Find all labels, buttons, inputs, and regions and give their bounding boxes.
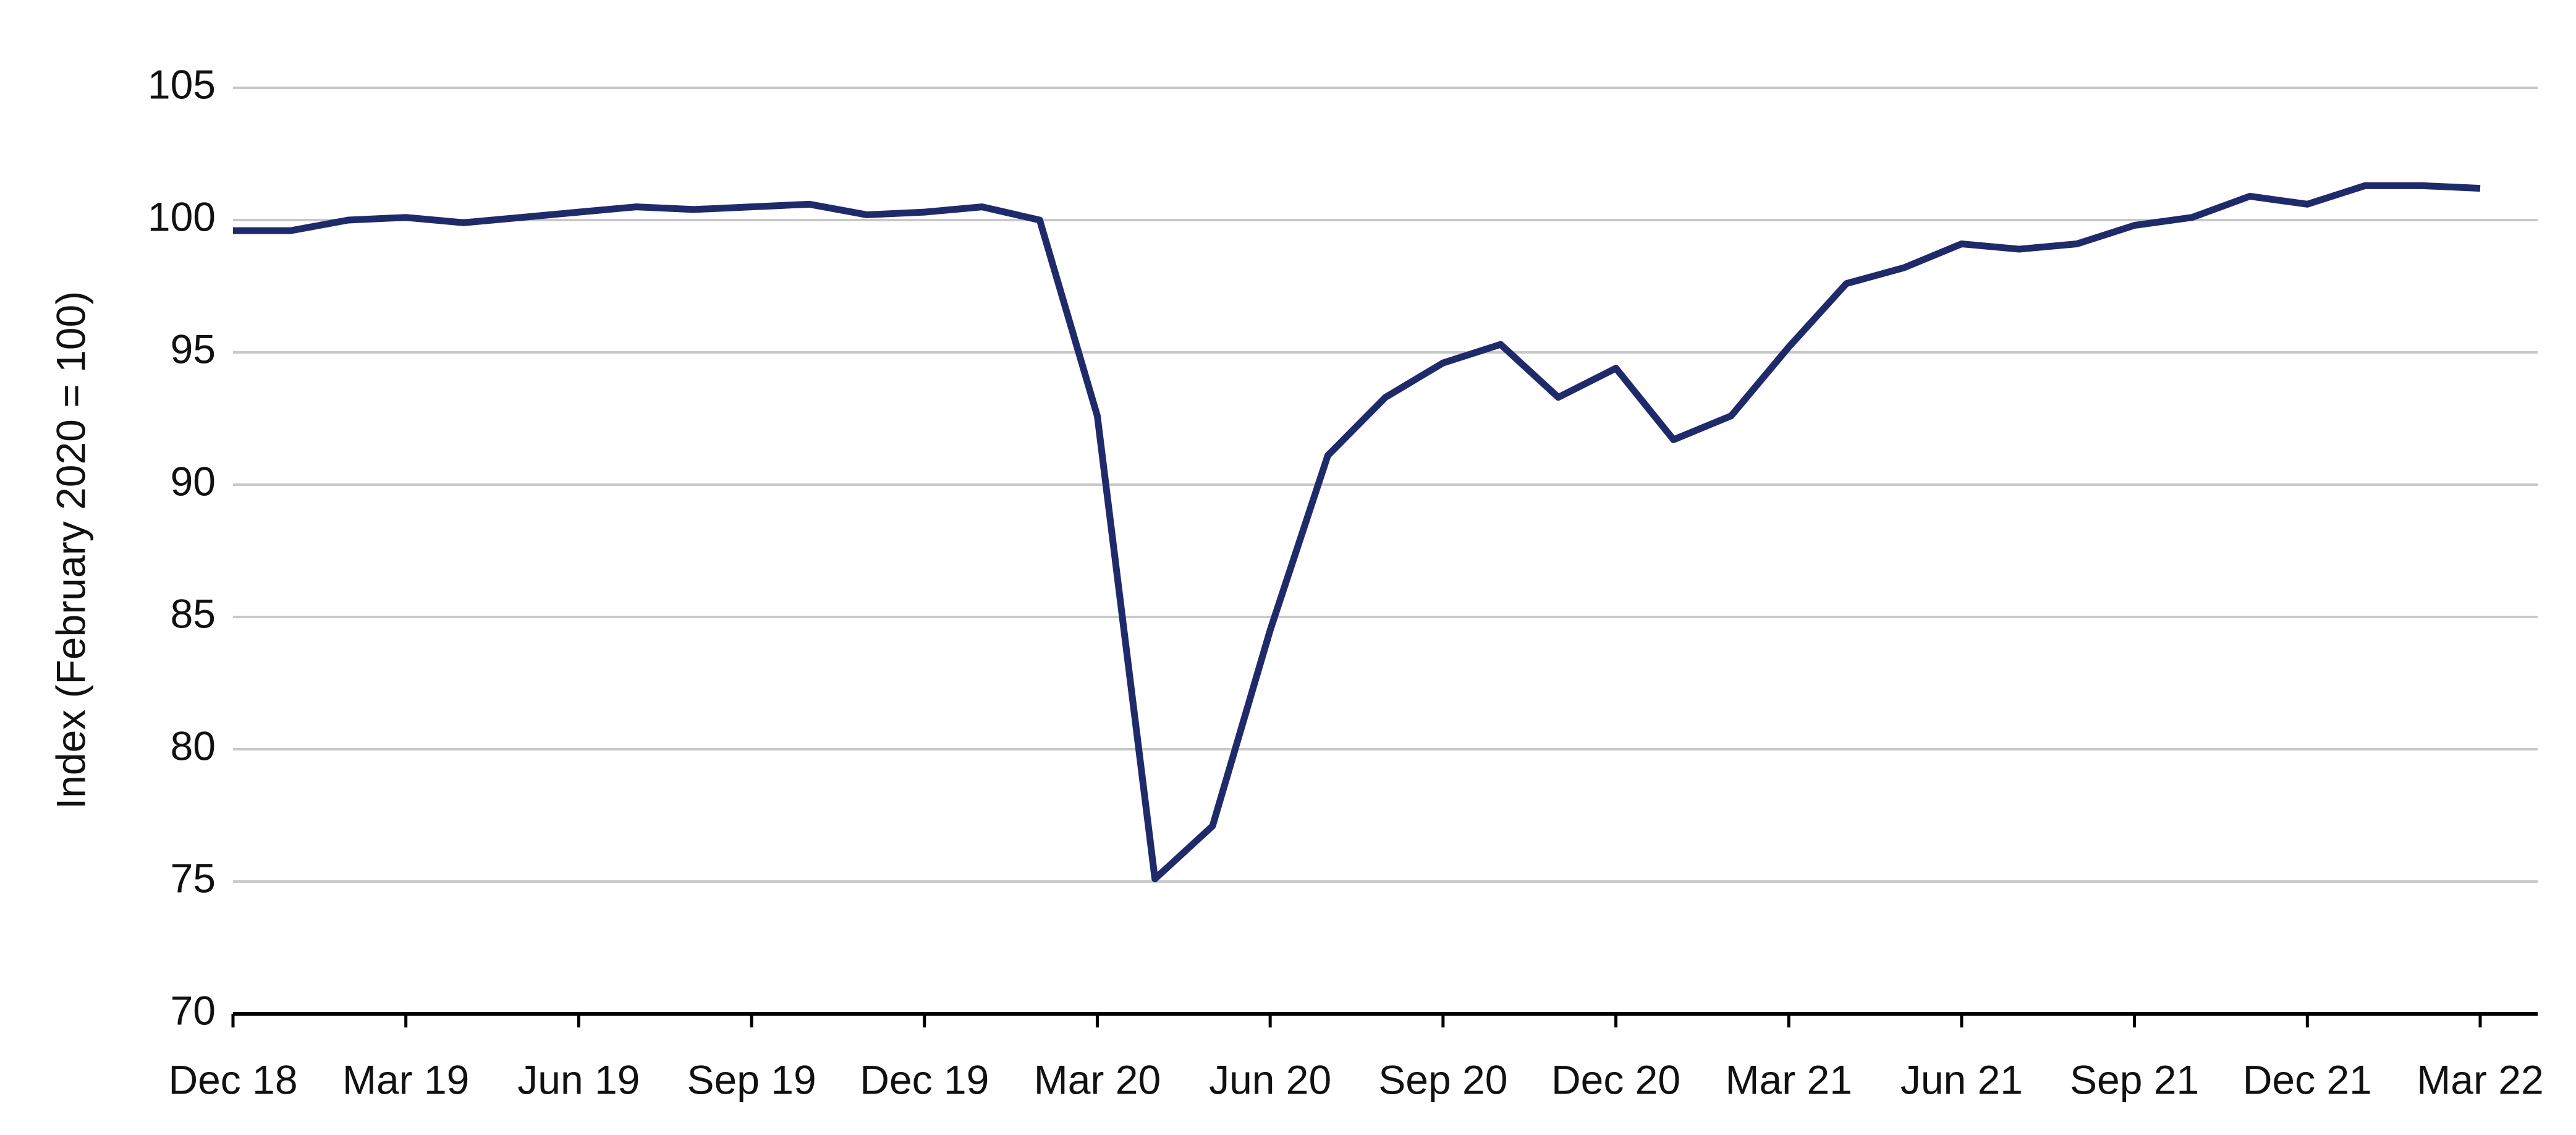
y-tick-label: 100: [148, 193, 216, 239]
x-tick-label: Mar 20: [1034, 1056, 1161, 1102]
x-tick-label: Mar 22: [2417, 1056, 2543, 1102]
x-tick-label: Dec 19: [860, 1056, 989, 1102]
x-tick-label: Dec 21: [2243, 1056, 2372, 1102]
line: [233, 182, 2481, 883]
x-tick-label: Dec 18: [168, 1056, 297, 1102]
y-tick-label: 70: [171, 987, 216, 1033]
x-tick-label: Mar 21: [1726, 1056, 1852, 1102]
y-axis-label: Index (February 2020 = 100): [48, 291, 93, 809]
x-tick-label: Jun 19: [517, 1056, 640, 1102]
x-tick-label: Mar 19: [342, 1056, 469, 1102]
y-tick-label: 80: [171, 723, 216, 768]
x-tick-label: Sep 20: [1378, 1056, 1507, 1102]
y-tick-label: 90: [171, 458, 216, 504]
x-tick-label: Jun 21: [1900, 1056, 2023, 1102]
x-tick-label: Sep 19: [687, 1056, 816, 1102]
y-tick-label: 85: [171, 590, 216, 636]
x-tick-label: Dec 20: [1551, 1056, 1680, 1102]
y-tick-label: 95: [171, 326, 216, 372]
x-tick-label: Jun 20: [1209, 1056, 1331, 1102]
x-tick-label: Sep 21: [2070, 1056, 2199, 1102]
y-tick-label: 75: [171, 855, 216, 901]
y-tick-label: 105: [148, 61, 216, 107]
